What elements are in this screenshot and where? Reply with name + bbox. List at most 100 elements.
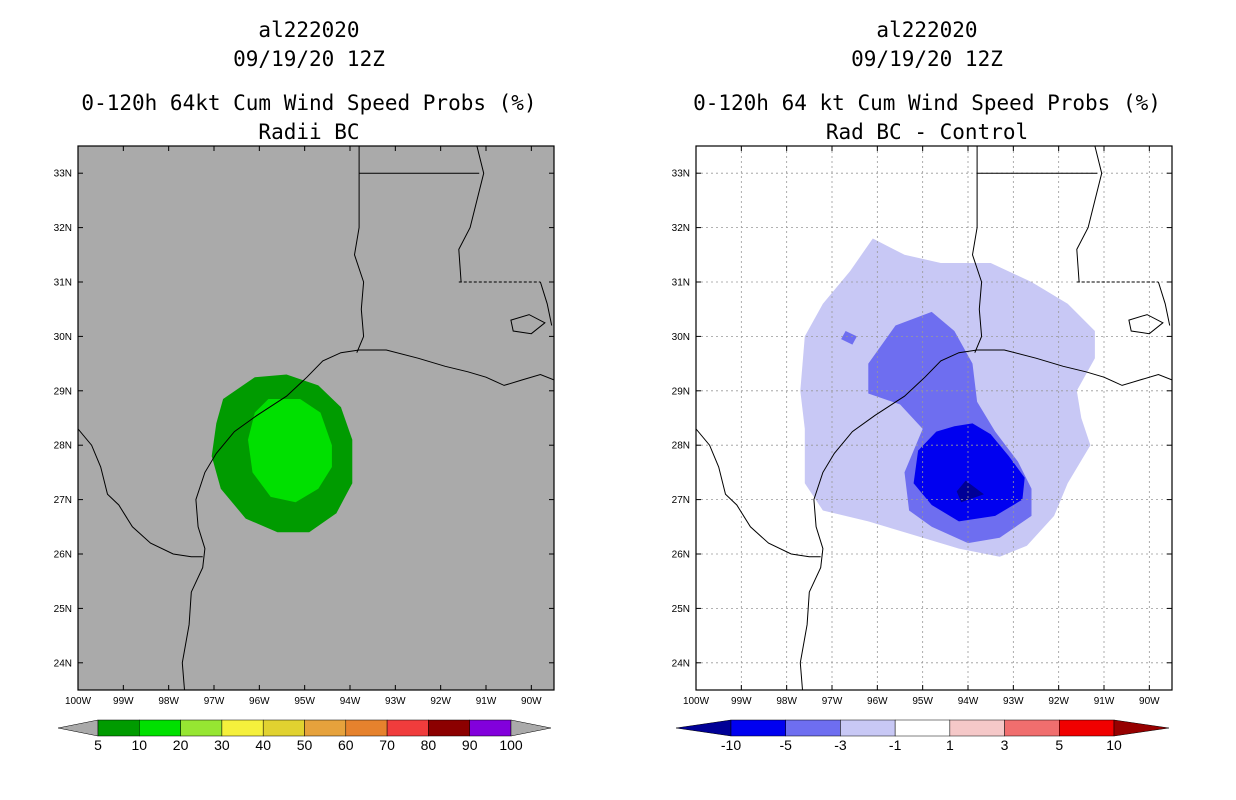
x-tick-label: 99W bbox=[113, 696, 134, 707]
tx-la-border bbox=[353, 146, 365, 353]
colorbar-label: 70 bbox=[379, 737, 395, 753]
map-area bbox=[78, 146, 554, 690]
x-tick-label: 95W bbox=[912, 696, 933, 707]
pearl-river-border bbox=[1157, 281, 1171, 326]
map-area bbox=[696, 146, 1172, 690]
contour-2 bbox=[841, 331, 857, 345]
x-tick-label: 96W bbox=[867, 696, 888, 707]
right-title-product: 0-120h 64 kt Cum Wind Speed Probs (%) bbox=[693, 91, 1161, 115]
right-title-date: 09/19/20 12Z bbox=[851, 47, 1003, 71]
contour-4 bbox=[956, 480, 984, 503]
colorbar-label: -1 bbox=[889, 737, 902, 753]
colorbar-label: 3 bbox=[1001, 737, 1009, 753]
colorbar-swatch bbox=[345, 719, 388, 737]
y-tick-label: 26N bbox=[54, 550, 72, 561]
left-panel: al222020 09/19/20 12Z 0-120h 64kt Cum Wi… bbox=[54, 18, 555, 753]
colorbar-swatch bbox=[730, 719, 786, 737]
colorbar-label: 1 bbox=[946, 737, 954, 753]
colorbar-label: -5 bbox=[779, 737, 792, 753]
map-frame bbox=[77, 145, 555, 691]
y-tick-label: 27N bbox=[672, 495, 690, 506]
y-tick-label: 26N bbox=[672, 550, 690, 561]
colorbar-label: 50 bbox=[297, 737, 313, 753]
colorbar-label: 60 bbox=[338, 737, 354, 753]
colorbar-label: -3 bbox=[834, 737, 847, 753]
mississippi-river-border bbox=[458, 146, 485, 283]
colorbar-swatch bbox=[221, 719, 264, 737]
x-tick-label: 96W bbox=[249, 696, 270, 707]
x-tick-label: 91W bbox=[476, 696, 497, 707]
coastline bbox=[799, 349, 1172, 690]
y-tick-label: 32N bbox=[672, 223, 690, 234]
y-tick-label: 28N bbox=[672, 441, 690, 452]
y-tick-label: 33N bbox=[54, 169, 72, 180]
right-title-storm: al222020 bbox=[876, 18, 978, 42]
left-title-storm: al222020 bbox=[258, 18, 360, 42]
colorbar-label: 80 bbox=[421, 737, 437, 753]
tx-la-border bbox=[971, 146, 983, 353]
left-map-chart: 100W 99W 98W 97W 96W 95W 94W 93W 92W 91W 90W 24N 25N… bbox=[54, 145, 555, 753]
map-frame bbox=[695, 145, 1173, 691]
x-tick-label: 97W bbox=[822, 696, 843, 707]
contour-1 bbox=[248, 399, 332, 503]
colorbar-label: 20 bbox=[173, 737, 189, 753]
contour-3 bbox=[913, 423, 1025, 522]
x-tick-label: 90W bbox=[1139, 696, 1160, 707]
colorbar-swatch bbox=[386, 719, 429, 737]
colorbar-swatch bbox=[469, 719, 512, 737]
lake-pontchartrain bbox=[510, 314, 546, 335]
y-tick-label: 25N bbox=[54, 604, 72, 615]
mississippi-river-border bbox=[1076, 146, 1103, 283]
x-tick-label: 97W bbox=[204, 696, 225, 707]
y-tick-label: 27N bbox=[54, 495, 72, 506]
colorbar-swatch bbox=[1004, 719, 1060, 737]
colorbar-label: 30 bbox=[214, 737, 230, 753]
rio-grande-border bbox=[78, 428, 203, 558]
y-tick-label: 32N bbox=[54, 223, 72, 234]
left-title-date: 09/19/20 12Z bbox=[233, 47, 385, 71]
y-tick-label: 31N bbox=[672, 278, 690, 289]
colorbar-left-arrow bbox=[57, 719, 99, 737]
colorbar-label: 10 bbox=[1106, 737, 1122, 753]
x-tick-label: 95W bbox=[294, 696, 315, 707]
colorbar-swatch bbox=[428, 719, 470, 737]
pearl-river-border bbox=[539, 281, 553, 326]
y-tick-label: 28N bbox=[54, 441, 72, 452]
x-tick-label: 92W bbox=[430, 696, 451, 707]
colorbar-swatch bbox=[180, 719, 223, 737]
x-tick-label: 90W bbox=[521, 696, 542, 707]
x-tick-label: 92W bbox=[1048, 696, 1069, 707]
y-tick-label: 30N bbox=[672, 332, 690, 343]
left-title-product: 0-120h 64kt Cum Wind Speed Probs (%) bbox=[81, 91, 537, 115]
y-tick-label: 30N bbox=[54, 332, 72, 343]
colorbar-label: 90 bbox=[462, 737, 478, 753]
colorbar-label: 40 bbox=[255, 737, 271, 753]
coastline bbox=[181, 349, 554, 690]
colorbar-right-arrow bbox=[510, 719, 552, 737]
x-tick-label: 100W bbox=[683, 696, 710, 707]
colorbar-right-arrow bbox=[1113, 719, 1170, 737]
colorbar-label: -10 bbox=[721, 737, 741, 753]
y-tick-label: 29N bbox=[54, 386, 72, 397]
x-tick-label: 93W bbox=[1003, 696, 1024, 707]
colorbar-label: 100 bbox=[499, 737, 523, 753]
colorbar-swatch bbox=[949, 719, 1005, 737]
y-tick-label: 25N bbox=[672, 604, 690, 615]
x-tick-label: 98W bbox=[776, 696, 797, 707]
colorbar-left-arrow bbox=[675, 719, 732, 737]
rio-grande-border bbox=[696, 428, 821, 558]
colorbar-swatch bbox=[894, 719, 951, 737]
right-panel: al222020 09/19/20 12Z 0-120h 64 kt Cum W… bbox=[618, 0, 1236, 800]
colorbar-swatch bbox=[139, 719, 181, 737]
x-tick-label: 94W bbox=[340, 696, 361, 707]
colorbar-swatch bbox=[97, 719, 140, 737]
x-tick-label: 99W bbox=[731, 696, 752, 707]
left-title-subtitle: Radii BC bbox=[258, 120, 360, 144]
colorbar-label: 5 bbox=[1055, 737, 1063, 753]
right-title-subtitle: Rad BC - Control bbox=[825, 120, 1029, 144]
x-tick-label: 93W bbox=[385, 696, 406, 707]
y-tick-label: 24N bbox=[672, 658, 690, 669]
x-tick-label: 94W bbox=[958, 696, 979, 707]
y-tick-label: 33N bbox=[672, 169, 690, 180]
x-tick-label: 98W bbox=[158, 696, 179, 707]
